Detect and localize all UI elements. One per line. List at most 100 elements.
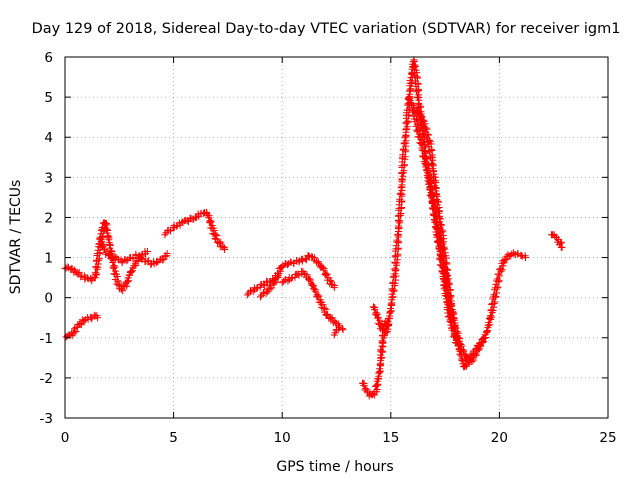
x-tick-label: 0 (61, 430, 70, 446)
data-point (261, 281, 269, 289)
data-point (160, 255, 168, 263)
data-point (304, 251, 312, 259)
series-B (62, 311, 102, 341)
data-point (457, 352, 465, 360)
data-point (144, 248, 151, 255)
data-point (249, 287, 257, 295)
data-point (192, 214, 199, 222)
y-tick-label: 3 (44, 170, 53, 186)
data-point (284, 277, 292, 285)
data-point (371, 306, 379, 314)
data-point (454, 339, 461, 347)
data-point (302, 256, 310, 264)
y-tick-label: 2 (44, 210, 53, 226)
data-point (94, 314, 102, 322)
data-point (128, 268, 136, 276)
data-point (211, 235, 219, 242)
data-point (316, 262, 324, 270)
data-point (319, 263, 327, 271)
x-tick-label: 25 (599, 430, 616, 446)
data-point (319, 304, 327, 312)
grid-lines (65, 57, 608, 418)
y-tick-label: 4 (44, 130, 53, 146)
data-point (418, 113, 426, 120)
data-point (221, 246, 229, 253)
data-point (75, 268, 83, 276)
data-point (207, 218, 215, 226)
data-point (103, 226, 110, 234)
x-tick-label: 20 (491, 430, 508, 446)
data-point (326, 280, 334, 288)
data-point (475, 343, 482, 351)
y-tick-label: 1 (44, 251, 53, 267)
data-point (265, 285, 273, 293)
data-point (360, 382, 368, 390)
data-point (119, 287, 127, 295)
data-point (152, 259, 160, 267)
data-point (498, 266, 506, 274)
data-point (137, 254, 145, 262)
data-point (71, 325, 78, 333)
data-point (315, 292, 323, 300)
series-F (257, 251, 339, 301)
data-point (163, 250, 171, 257)
data-point (306, 277, 314, 285)
data-point (243, 291, 251, 299)
x-tick-label: 15 (382, 430, 399, 446)
data-point (557, 244, 565, 251)
y-tick-label: -1 (40, 331, 53, 347)
data-point (504, 251, 512, 259)
x-tick-labels: 0 5 10 15 20 25 (61, 430, 617, 446)
data-point (412, 62, 419, 70)
series-C (96, 235, 171, 269)
y-tick-label: -3 (40, 411, 53, 427)
data-point (111, 263, 119, 271)
data-point (494, 270, 502, 278)
y-tick-label: 6 (44, 50, 53, 66)
data-point (465, 356, 473, 364)
data-point (495, 277, 503, 285)
series-H (330, 323, 347, 339)
data-point (378, 326, 386, 334)
data-point (496, 272, 504, 280)
data-point (427, 185, 434, 193)
data-point (379, 338, 387, 346)
series-D (161, 208, 229, 253)
data-point (428, 160, 436, 168)
data-point (322, 310, 330, 318)
data-point (210, 230, 218, 238)
data-point (522, 254, 529, 262)
data-point (335, 323, 343, 331)
data-point (257, 293, 264, 301)
data-point (417, 140, 425, 147)
data-point (450, 323, 458, 331)
data-point (288, 274, 296, 282)
y-tick-labels: -3 -2 -1 0 1 2 3 4 5 6 (40, 50, 53, 427)
data-point (330, 284, 338, 292)
x-tick-label: 10 (274, 430, 291, 446)
data-point (421, 120, 429, 128)
series-M (548, 230, 566, 251)
x-tick-label: 5 (169, 430, 178, 446)
y-tick-label: -2 (40, 371, 53, 387)
data-point (114, 255, 122, 263)
plot-frame (64, 56, 609, 419)
data-point (253, 284, 261, 292)
data-point (441, 245, 449, 253)
y-tick-label: 0 (44, 291, 53, 307)
data-point (312, 288, 320, 296)
data-point (339, 326, 347, 334)
series-G (278, 268, 343, 330)
y-tick-label: 5 (44, 90, 53, 106)
data-point (387, 305, 394, 312)
data-point (77, 321, 85, 329)
data-point (383, 321, 391, 329)
x-axis-label: GPS time / hours (276, 459, 393, 475)
data-point (270, 276, 278, 284)
data-point (97, 237, 105, 245)
data-point (444, 275, 452, 283)
data-point (93, 270, 101, 278)
data-point (278, 279, 286, 287)
